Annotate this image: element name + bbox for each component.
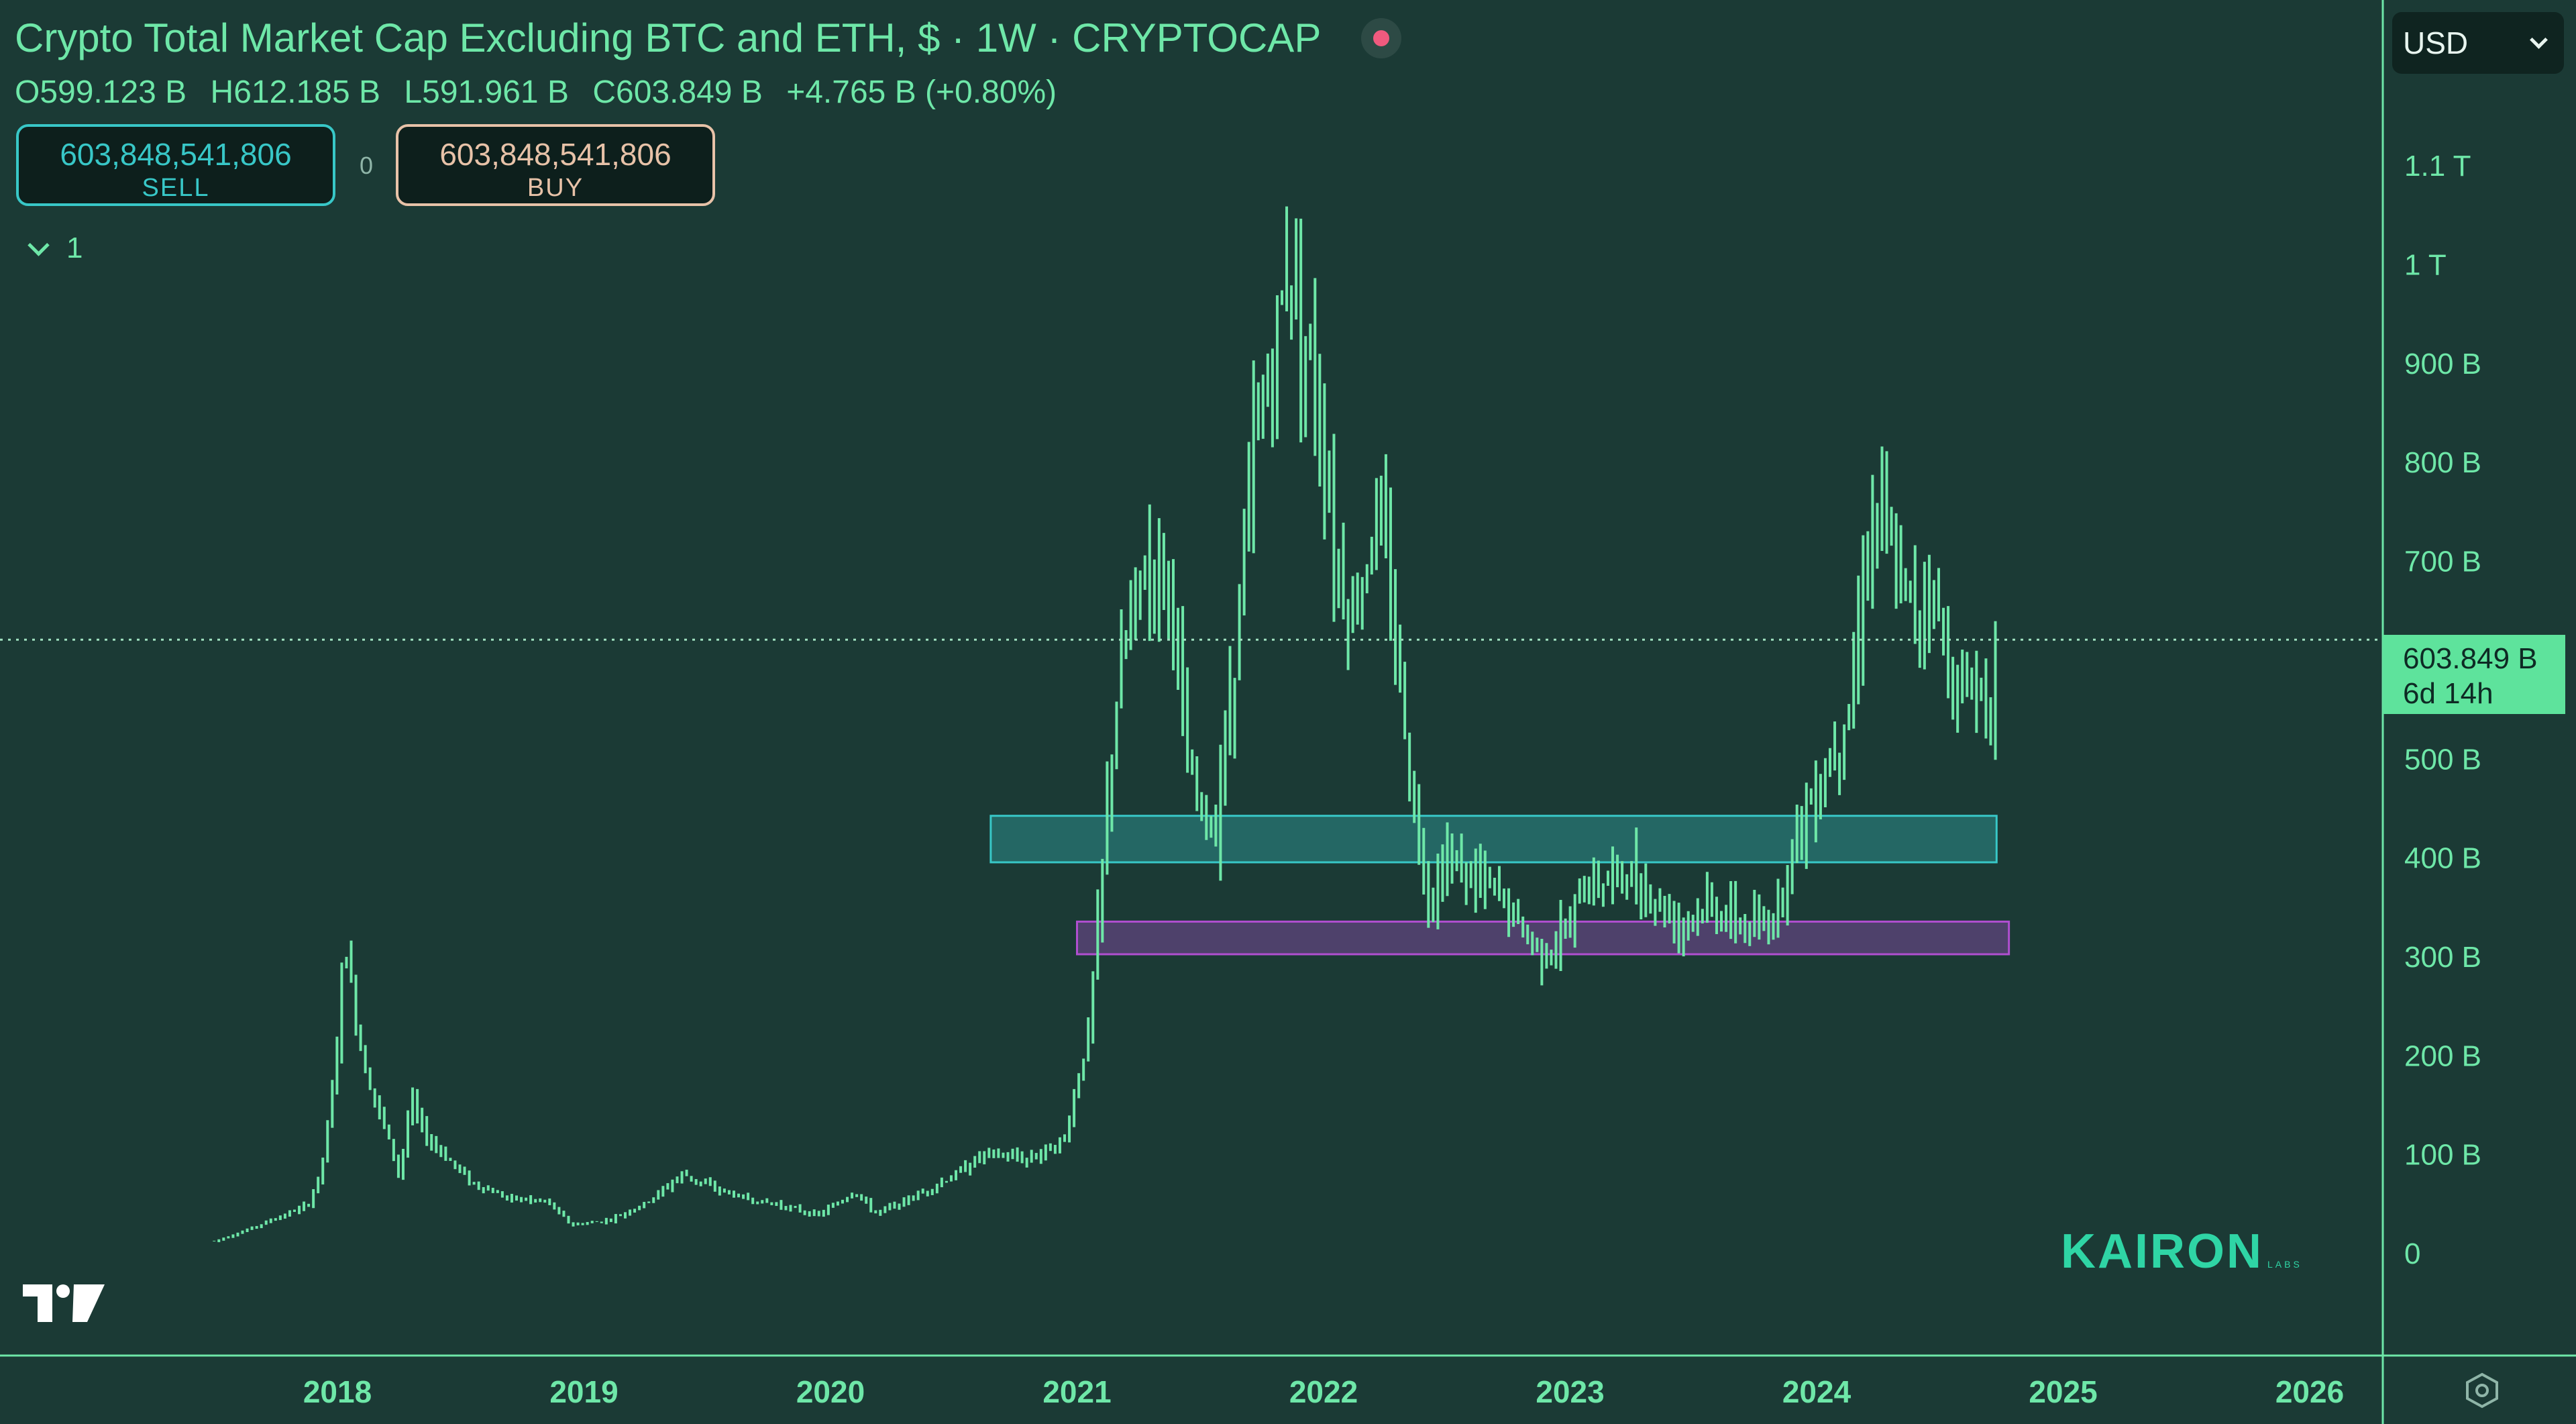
upper-support-zone[interactable] (989, 815, 1998, 864)
price-tick-label: 700 B (2404, 546, 2481, 578)
open-value: O599.123 B (15, 74, 187, 110)
time-tick-label: 2026 (2275, 1374, 2344, 1409)
time-tick-label: 2024 (1782, 1374, 1851, 1409)
price-tick-label: 800 B (2404, 446, 2481, 479)
buy-button[interactable]: 603,848,541,806 BUY (396, 124, 715, 206)
change-value: +4.765 B (+0.80%) (786, 74, 1057, 110)
last-price-label: 603.849 B 6d 14h (2383, 635, 2565, 714)
high-value: H612.185 B (210, 74, 381, 110)
ohlc-readout: O599.123 B H612.185 B L591.961 B C603.84… (15, 74, 1071, 111)
spread-value: 0 (360, 152, 374, 179)
price-tick-label: 1.1 T (2404, 150, 2471, 183)
price-tick-label: 500 B (2404, 743, 2481, 776)
candle-series (213, 206, 1997, 1243)
time-tick-label: 2022 (1289, 1374, 1358, 1409)
currency-select[interactable]: USD (2392, 12, 2564, 74)
price-tick-label: 400 B (2404, 842, 2481, 875)
time-tick-label: 2023 (1536, 1374, 1604, 1409)
kairon-watermark: KAIRON LABS (2061, 1224, 2302, 1279)
close-value: C603.849 B (592, 74, 763, 110)
symbol-title[interactable]: Crypto Total Market Cap Excluding BTC an… (15, 15, 1322, 60)
chevron-down-icon (2530, 31, 2548, 49)
sell-price: 603,848,541,806 (60, 137, 292, 172)
tradingview-logo-icon[interactable] (20, 1275, 107, 1329)
price-tick-label: 300 B (2404, 941, 2481, 974)
time-tick-label: 2018 (303, 1374, 372, 1409)
price-axis: 0 100 B 200 B 300 B 400 B 500 B 700 B 800 B 900 … (2404, 150, 2481, 1270)
price-tick-label: 1 T (2404, 249, 2447, 282)
chart-title: Crypto Total Market Cap Excluding BTC an… (15, 15, 1402, 61)
price-tick-label: 100 B (2404, 1139, 2481, 1172)
indicators-count: 1 (66, 232, 83, 264)
last-price-value: 603.849 B (2403, 642, 2538, 675)
watermark-brand: KAIRON (2061, 1225, 2263, 1278)
bar-countdown: 6d 14h (2403, 677, 2493, 710)
sell-label: SELL (142, 174, 210, 202)
market-status-icon[interactable] (1361, 17, 1402, 58)
buy-price: 603,848,541,806 (439, 137, 672, 172)
watermark-sub: LABS (2267, 1259, 2302, 1270)
time-tick-label: 2019 (549, 1374, 618, 1409)
time-axis: 2018 2019 2020 2021 2022 2023 2024 2025 2026 (303, 1374, 2344, 1409)
price-tick-label: 200 B (2404, 1039, 2481, 1072)
time-tick-label: 2025 (2029, 1374, 2097, 1409)
time-tick-label: 2020 (796, 1374, 865, 1409)
buy-label: BUY (527, 174, 584, 202)
sell-button[interactable]: 603,848,541,806 SELL (16, 124, 335, 206)
chevron-down-icon (28, 234, 50, 256)
currency-value: USD (2403, 26, 2469, 60)
low-value: L591.961 B (404, 74, 569, 110)
price-tick-label: 0 (2404, 1237, 2420, 1270)
time-tick-label: 2021 (1042, 1374, 1111, 1409)
settings-icon[interactable] (2462, 1370, 2502, 1411)
indicators-toggle[interactable]: 1 (28, 232, 83, 265)
price-tick-label: 900 B (2404, 348, 2481, 380)
